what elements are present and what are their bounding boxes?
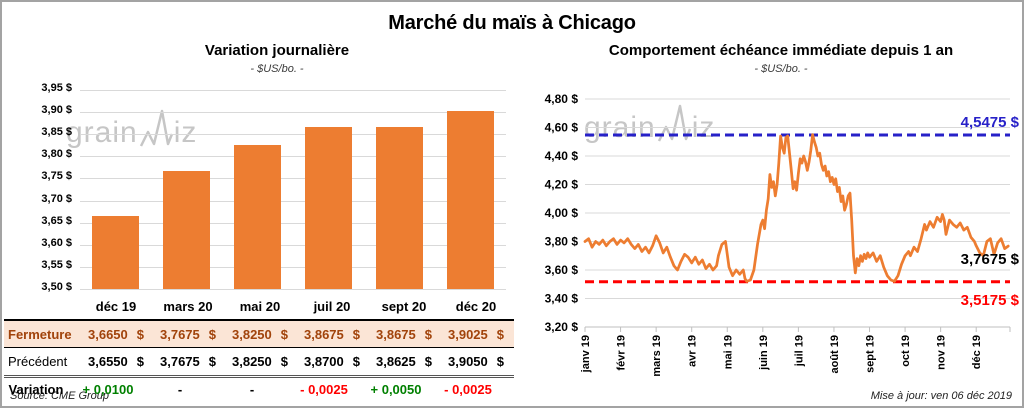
table-cell: 3,8625 $ (376, 354, 432, 369)
bar-y-axis-label: 3,75 $ (41, 170, 72, 182)
table-row-label: Précédent (8, 354, 68, 369)
line-x-axis-label: mars 19 (651, 335, 663, 377)
line-x-axis-label: déc 19 (971, 335, 983, 369)
bar-y-axis-label: 3,70 $ (41, 193, 72, 205)
table-row-variation: Variation + 0,0100 - - - 0,0025 + 0,0050 - 0,0… (4, 378, 514, 401)
table-cell: 3,8675 $ (376, 326, 432, 342)
line-y-axis-label: 4,00 $ (545, 206, 579, 220)
bar-y-axis-label: 3,95 $ (41, 82, 72, 94)
line-x-axis-label: juin 19 (758, 335, 770, 371)
table-cell: 3,9050 $ (448, 354, 504, 369)
table-col-header: déc 19 (95, 299, 137, 314)
table-col-header: sept 20 (381, 299, 427, 314)
price-line (583, 133, 1010, 283)
table-cell: + 0,0050 (370, 382, 422, 397)
bar-gridline (80, 112, 506, 113)
table-header-row: déc 19 mars 20 mai 20 juil 20 sept 20 déc 20 (4, 294, 514, 321)
line-y-axis-label: 3,40 $ (545, 292, 579, 306)
table-cell: - 0,0025 (444, 382, 492, 397)
update-note: Mise à jour: ven 06 déc 2019 (870, 390, 1012, 402)
bar-sept-20 (376, 126, 423, 289)
bar-déc-20 (447, 111, 494, 289)
bar-gridline (80, 134, 506, 135)
table-cell: + 0,0100 (82, 382, 134, 397)
line-y-axis-label: 4,20 $ (545, 178, 579, 192)
bar-y-axis-label: 3,90 $ (41, 104, 72, 116)
bar-chart: 3,95 $ 3,90 $ 3,85 $ 3,80 $ 3,75 $ 3,70 $ 3,65… (10, 82, 508, 293)
bar-gridline (80, 201, 506, 202)
line-x-axis-label: mai 19 (722, 335, 734, 369)
line-x-axis-label: avr 19 (687, 335, 699, 367)
bar-mars-20 (163, 170, 210, 289)
line-y-axis-label: 3,80 $ (545, 235, 579, 249)
table-cell: 3,8675 $ (304, 326, 360, 342)
reference-line-label: 4,5475 $ (961, 114, 1020, 131)
bar-chart-subtitle: - $US/bo. - (250, 63, 304, 75)
table-cell: 3,8700 $ (304, 354, 360, 369)
line-x-axis-label: juil 19 (793, 335, 805, 367)
bar-y-axis-label: 3,60 $ (41, 237, 72, 249)
bar-gridline (80, 90, 506, 91)
bar-y-axis-label: 3,65 $ (41, 215, 72, 227)
line-y-axis-label: 3,60 $ (545, 263, 579, 277)
bar-gridline (80, 245, 506, 246)
price-table: déc 19 mars 20 mai 20 juil 20 sept 20 déc 20 F… (4, 294, 514, 401)
table-row-label: Fermeture (8, 326, 72, 342)
page-title: Marché du maïs à Chicago (388, 12, 636, 34)
bar-y-axis-label: 3,85 $ (41, 126, 72, 138)
table-cell: - 0,0025 (300, 382, 348, 397)
line-x-axis-label: oct 19 (900, 335, 912, 367)
bar-y-axis-label: 3,50 $ (41, 281, 72, 293)
table-row-label: Variation (8, 382, 64, 397)
bar-gridline (80, 178, 506, 179)
bar-mai-20 (234, 145, 281, 289)
bar-gridline (80, 156, 506, 157)
line-x-axis-label: janv 19 (580, 335, 592, 373)
line-chart-title: Comportement échéance immédiate depuis 1… (608, 42, 954, 59)
bar-gridline (80, 267, 506, 268)
bar-juil-20 (305, 126, 352, 289)
table-col-header: déc 20 (455, 299, 497, 314)
table-row-fermeture: Fermeture 3,6650 $ 3,7675 $ 3,8250 $ 3,8675 $ 3,8… (4, 321, 514, 348)
table-cell: - (177, 382, 183, 397)
table-cell: 3,6550 $ (88, 354, 144, 369)
line-chart-subtitle: - $US/bo. - (754, 63, 808, 75)
table-cell: 3,6650 $ (88, 326, 144, 342)
table-cell: 3,7675 $ (160, 326, 216, 342)
line-y-axis-label: 3,20 $ (545, 320, 579, 334)
table-cell: 3,9025 $ (448, 326, 504, 342)
line-x-axis-label: févr 19 (616, 335, 628, 370)
bar-gridline (80, 223, 506, 224)
line-y-axis-label: 4,80 $ (545, 92, 579, 106)
table-col-header: mai 20 (239, 299, 281, 314)
table-col-header: juil 20 (313, 299, 351, 314)
bar-déc-19 (92, 216, 139, 289)
bar-y-axis-label: 3,55 $ (41, 259, 72, 271)
table-row-precedent: Précédent 3,6550 $ 3,7675 $ 3,8250 $ 3,8700 $ 3,8… (4, 348, 514, 378)
table-cell: 3,8250 $ (232, 326, 288, 342)
table-cell: 3,7675 $ (160, 354, 216, 369)
line-x-axis-label: nov 19 (936, 335, 948, 370)
table-col-header: mars 20 (163, 299, 213, 314)
table-cell: 3,8250 $ (232, 354, 288, 369)
source-note: Source: CME Group (10, 390, 110, 402)
bar-chart-title: Variation journalière (204, 42, 350, 59)
line-y-axis-label: 4,60 $ (545, 121, 579, 135)
line-y-axis-label: 4,40 $ (545, 149, 579, 163)
line-chart: 4,80 $ 4,60 $ 4,40 $ 4,20 $ 4,00 $ 3,80 $ 3,60… (545, 92, 1020, 377)
bar-y-axis-label: 3,80 $ (41, 148, 72, 160)
table-cell: - (249, 382, 255, 397)
line-x-axis-label: sept 19 (865, 335, 877, 373)
line-x-axis-label: août 19 (829, 335, 841, 374)
bar-gridline (80, 289, 506, 290)
last-price-label: 3,7675 $ (961, 251, 1020, 268)
reference-line-label: 3,5175 $ (961, 292, 1020, 309)
